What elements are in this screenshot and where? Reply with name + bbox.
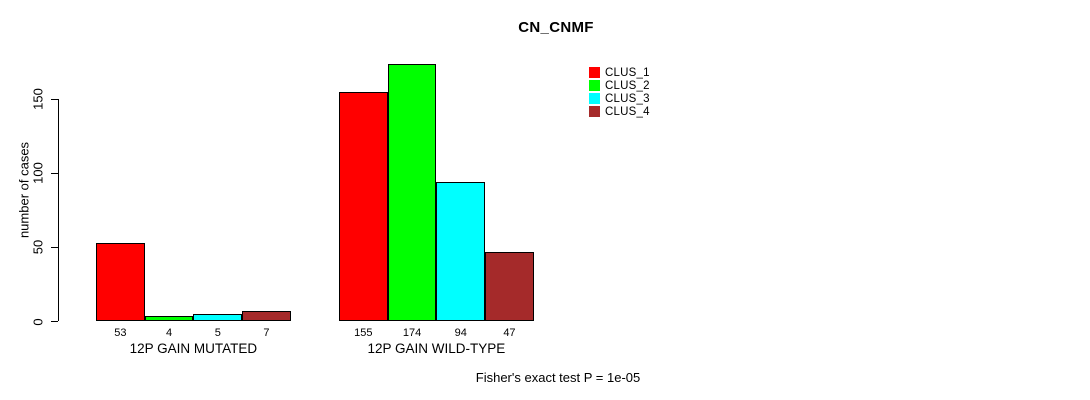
legend-swatch-clus_4 — [589, 106, 600, 117]
y-axis-label: number of cases — [16, 141, 32, 239]
x-category-label: 12P GAIN WILD-TYPE — [367, 341, 506, 356]
legend-item-label: CLUS_1 — [605, 66, 650, 79]
legend: CLUS_1 CLUS_2 CLUS_3 CLUS_4 — [589, 66, 650, 118]
y-axis-tick-label: 150 — [30, 88, 46, 111]
legend-swatch-clus_2 — [589, 80, 600, 91]
y-axis-tick-label: 100 — [30, 162, 46, 185]
bar-clus_4-group1 — [242, 311, 291, 322]
bar-clus_4-group2 — [485, 251, 534, 322]
bar-value-label: 7 — [263, 327, 270, 339]
stat-annotation: Fisher's exact test P = 1e-05 — [475, 370, 641, 385]
y-axis-tick — [50, 246, 58, 249]
legend-item-label: CLUS_4 — [605, 105, 650, 118]
bar-value-label: 94 — [454, 327, 467, 339]
legend-item: CLUS_1 — [589, 66, 650, 79]
legend-item: CLUS_4 — [589, 105, 650, 118]
bar-clus_3-group1 — [193, 314, 243, 322]
legend-item: CLUS_2 — [589, 79, 650, 92]
bar-value-label: 47 — [503, 327, 516, 339]
bar-value-label: 155 — [354, 327, 373, 339]
y-axis-tick — [50, 172, 58, 174]
legend-item-label: CLUS_2 — [605, 79, 650, 92]
legend-swatch-clus_3 — [589, 93, 600, 104]
y-axis-line — [57, 99, 59, 322]
bar-clus_2-group2 — [387, 63, 437, 322]
bar-value-label: 174 — [402, 327, 422, 339]
bar-value-label: 53 — [114, 327, 127, 339]
x-category-label: 12P GAIN MUTATED — [129, 341, 258, 356]
y-axis-tick-label: 50 — [30, 240, 46, 255]
legend-item: CLUS_3 — [589, 92, 650, 105]
y-axis-tick — [50, 98, 58, 100]
bar-value-label: 4 — [165, 327, 173, 339]
chart-title: CN_CNMF — [518, 19, 594, 36]
bar-clus_2-group1 — [144, 315, 194, 322]
bar-clus_1-group2 — [339, 91, 388, 322]
legend-swatch-clus_1 — [589, 67, 600, 78]
legend-item-label: CLUS_3 — [605, 92, 650, 105]
bar-clus_1-group1 — [96, 242, 145, 322]
y-axis-tick-label: 0 — [30, 317, 46, 326]
bar-value-label: 5 — [214, 327, 221, 339]
bar-clus_3-group2 — [436, 182, 486, 322]
y-axis-tick — [50, 320, 58, 323]
